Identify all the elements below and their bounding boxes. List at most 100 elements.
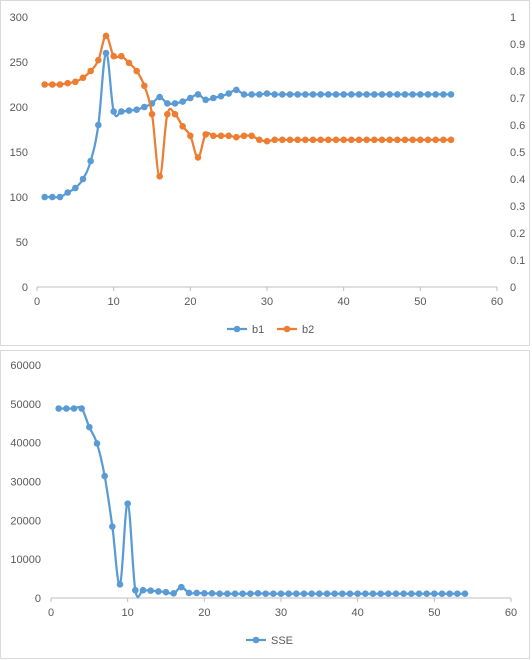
data-point-b2 (156, 173, 163, 180)
y-right-tick-label: 0.6 (510, 120, 525, 132)
y-right-tick-label: 0.4 (510, 174, 525, 186)
data-point-SSE (362, 590, 369, 598)
legend-label-b2: b2 (302, 324, 314, 336)
data-point-b1 (240, 91, 248, 98)
data-point-SSE (178, 583, 185, 591)
x-tick-label: 60 (505, 607, 517, 619)
data-point-SSE (216, 590, 223, 598)
data-point-b2 (148, 110, 156, 118)
data-point-b1 (141, 103, 148, 111)
data-point-SSE (400, 590, 407, 598)
data-point-b2 (233, 133, 240, 141)
data-point-b1 (371, 91, 378, 98)
y-left-tick-label: 50 (16, 237, 28, 249)
data-point-SSE (415, 590, 423, 598)
chart-b1-b2: 0 10 20 30 40 50 60 0 50 100 150 200 250 300 0 0.1 0.2 0.… (10, 12, 526, 336)
data-point-b2 (56, 81, 64, 88)
data-point-b1 (363, 91, 370, 98)
y-left-tick-label: 150 (10, 147, 28, 159)
data-point-b2 (355, 136, 363, 144)
legend-marker-b1 (233, 325, 241, 333)
y-left-tick-label: 200 (10, 102, 28, 114)
y-left-tick-label: 0 (22, 282, 28, 294)
data-point-b1 (87, 157, 94, 165)
data-point-SSE (454, 590, 461, 598)
y-right-tick-label: 0.9 (510, 39, 525, 51)
legend-label-b1: b1 (252, 324, 264, 336)
data-point-SSE (270, 590, 277, 598)
data-point-SSE (93, 440, 101, 447)
y-right-tick-label: 0.7 (510, 93, 525, 105)
y-tick-label: 10000 (10, 554, 41, 566)
y-tick-label: 0 (35, 593, 41, 605)
data-point-SSE (193, 589, 200, 597)
data-point-b2 (271, 136, 278, 144)
data-point-b1 (401, 91, 409, 98)
data-point-b2 (332, 136, 340, 144)
data-point-b1 (156, 93, 163, 101)
data-point-b1 (118, 108, 125, 115)
data-point-SSE (70, 405, 78, 412)
data-point-b2 (447, 136, 455, 144)
data-point-b2 (187, 132, 194, 140)
y-right-tick-label: 0 (510, 282, 516, 294)
data-point-SSE (377, 590, 384, 598)
data-point-b1 (210, 94, 217, 102)
data-point-SSE (55, 405, 62, 412)
y-right-tick-label: 0.5 (510, 147, 525, 159)
x-tick-label: 30 (261, 296, 273, 308)
data-point-b1 (187, 94, 194, 102)
data-point-b1 (332, 91, 340, 98)
data-point-SSE (247, 590, 254, 598)
data-point-b1 (225, 90, 232, 97)
data-point-b1 (279, 91, 286, 98)
data-point-SSE (354, 590, 361, 598)
x-tick-label: 40 (352, 607, 364, 619)
data-point-b2 (79, 74, 87, 82)
data-point-b2 (386, 136, 393, 144)
chart-b1-b2-panel: 0 10 20 30 40 50 60 0 50 100 150 200 250 300 0 0.1 0.2 0.… (0, 0, 530, 346)
data-point-b2 (225, 132, 232, 140)
data-point-SSE (438, 590, 446, 598)
data-point-b1 (302, 91, 309, 98)
data-point-SSE (339, 590, 346, 598)
data-point-b2 (87, 67, 94, 75)
data-point-b2 (210, 132, 217, 140)
data-point-b2 (202, 131, 209, 138)
data-point-b1 (386, 91, 393, 98)
chart-sse: 0 10 20 30 40 50 60 0 10000 20000 30000 40000 50000 6… (10, 360, 517, 647)
y-left-tick-label: 250 (10, 57, 28, 69)
data-point-b1 (95, 121, 102, 129)
y-tick-label: 60000 (10, 360, 41, 372)
data-point-SSE (431, 590, 438, 598)
data-point-b2 (263, 137, 271, 145)
x-tick-label: 30 (275, 607, 287, 619)
data-point-SSE (346, 590, 354, 598)
data-point-b1 (409, 91, 416, 98)
x-tick-label: 0 (48, 607, 54, 619)
data-point-SSE (208, 590, 216, 597)
data-point-b1 (233, 86, 240, 94)
data-point-b2 (72, 78, 79, 86)
data-point-b1 (56, 193, 64, 201)
data-point-SSE (308, 590, 315, 598)
data-point-b1 (248, 91, 255, 98)
data-point-b2 (64, 79, 71, 87)
data-point-b1 (440, 91, 447, 98)
data-point-SSE (185, 589, 193, 597)
data-point-b2 (102, 32, 110, 40)
data-point-b1 (171, 100, 179, 107)
data-point-b2 (325, 136, 332, 144)
data-point-b1 (348, 91, 355, 98)
data-point-b2 (409, 136, 416, 144)
x-tick-label: 0 (34, 296, 40, 308)
data-point-b1 (271, 91, 278, 98)
data-point-b2 (440, 136, 447, 144)
series-line-SSE (58, 405, 465, 599)
data-point-SSE (109, 523, 116, 530)
data-point-SSE (300, 590, 308, 598)
data-point-b1 (79, 175, 87, 183)
data-point-b1 (424, 91, 432, 98)
x-tick-label: 20 (198, 607, 210, 619)
series-line-b1 (44, 51, 451, 199)
